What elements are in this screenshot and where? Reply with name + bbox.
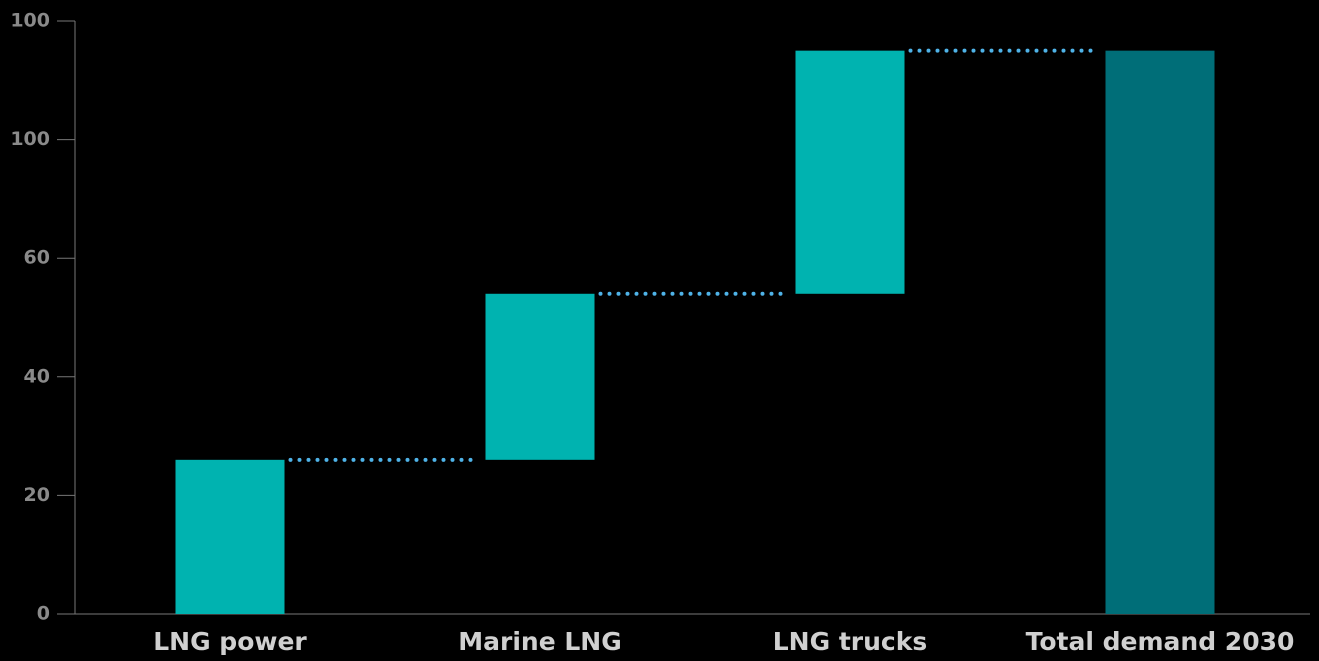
y-tick-label: 60 <box>24 247 50 269</box>
y-tick-label: 40 <box>24 365 50 387</box>
y-tick-label: 100 <box>10 10 50 32</box>
x-tick-label: LNG trucks <box>773 627 927 656</box>
x-tick-label: Marine LNG <box>458 627 621 656</box>
bar <box>485 293 595 460</box>
bar <box>175 459 285 614</box>
y-tick-label: 20 <box>24 484 50 506</box>
bar <box>1105 50 1215 614</box>
bar <box>795 50 905 294</box>
y-tick-label: 0 <box>37 603 50 625</box>
y-tick-label: 100 <box>10 128 50 150</box>
x-tick-label: Total demand 2030 <box>1026 627 1295 656</box>
x-tick-label: LNG power <box>153 627 307 656</box>
